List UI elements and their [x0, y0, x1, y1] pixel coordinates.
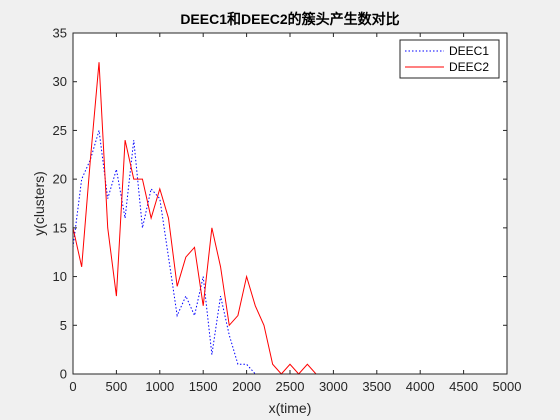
series-line-deec1	[72, 130, 507, 375]
y-tick-label: 5	[60, 318, 67, 333]
ticks-layer: 0 500 1000 1500 2000 2500 3000 3500 4000 4500 5000…	[53, 26, 522, 395]
x-tick-label: 4000	[406, 379, 435, 394]
x-tick-label: 1500	[189, 379, 218, 394]
x-tick-label: 3000	[319, 379, 348, 394]
x-tick-label: 5000	[493, 379, 522, 394]
legend: DEEC1 DEEC2	[399, 39, 500, 79]
y-tick-label: 35	[53, 26, 67, 41]
legend-box	[399, 39, 500, 79]
x-tick-label: 4500	[449, 379, 478, 394]
y-tick-label: 30	[53, 74, 67, 89]
y-tick-label: 10	[53, 269, 67, 284]
legend-label-deec1: DEEC1	[449, 44, 489, 58]
y-tick-label: 25	[53, 123, 67, 138]
legend-label-deec2: DEEC2	[449, 60, 489, 74]
x-tick-label: 0	[69, 379, 76, 394]
y-tick-label: 0	[60, 367, 67, 382]
x-axis-label: x(time)	[269, 400, 312, 416]
x-tick-label: 1000	[145, 379, 174, 394]
y-axis-label: y(clusters)	[31, 171, 47, 236]
y-tick-label: 20	[53, 172, 67, 187]
y-tick-label: 15	[53, 220, 67, 235]
x-tick-label: 500	[106, 379, 128, 394]
x-tick-label: 2000	[232, 379, 261, 394]
plot-area	[73, 33, 507, 374]
chart-title: DEEC1和DEEC2的簇头产生数对比	[180, 11, 399, 27]
x-tick-label: 3500	[362, 379, 391, 394]
x-tick-label: 2500	[276, 379, 305, 394]
